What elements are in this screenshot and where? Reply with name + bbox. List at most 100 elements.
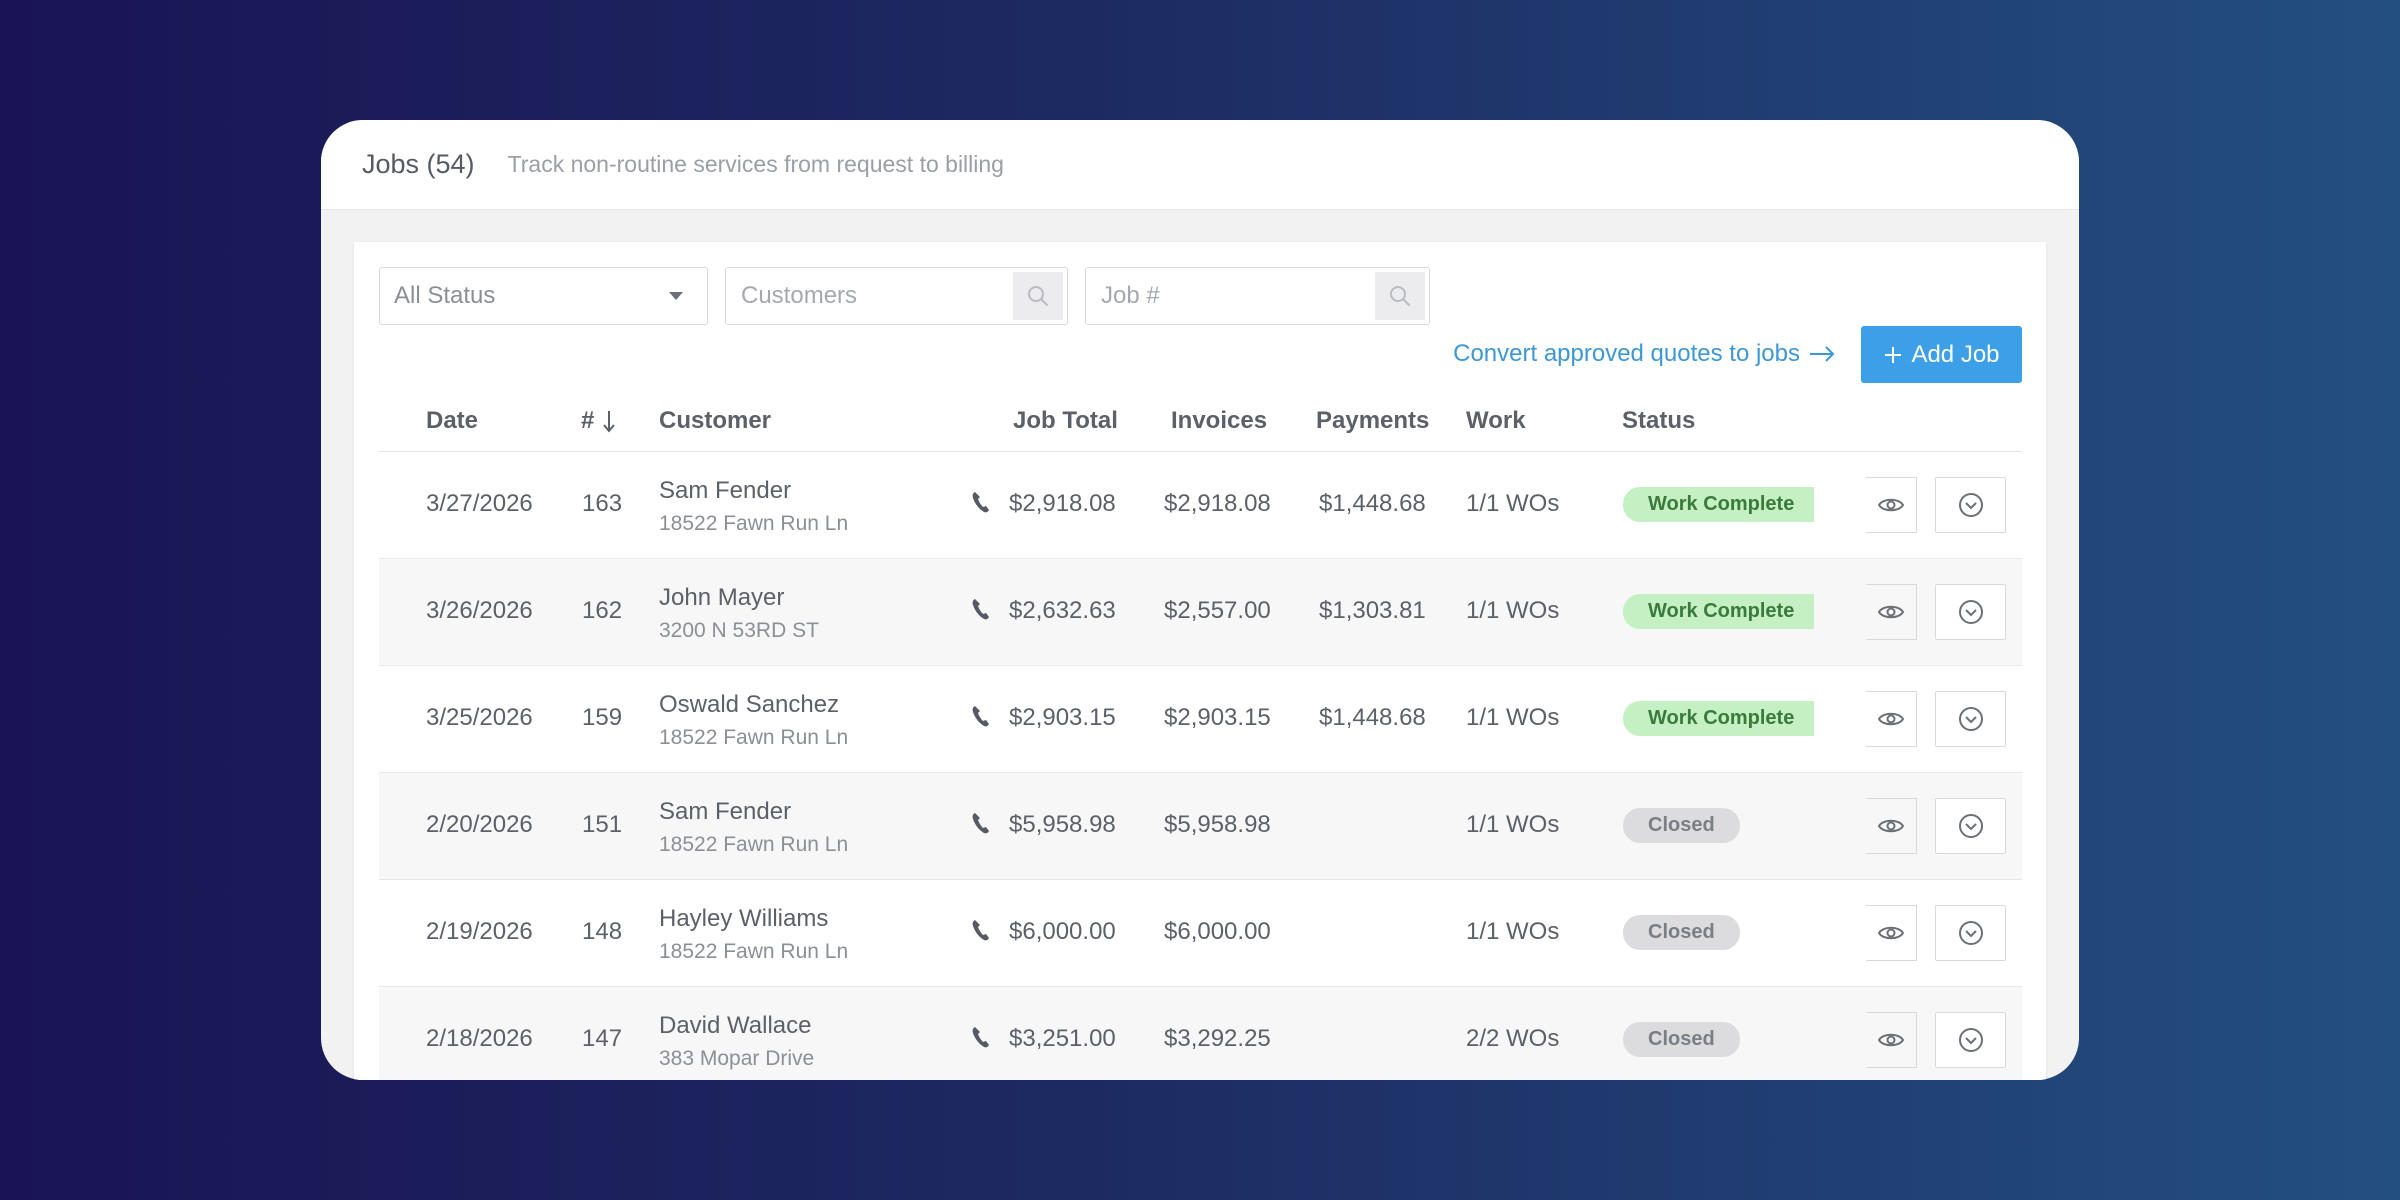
column-customer[interactable]: Customer (659, 407, 772, 434)
row-customer-name[interactable]: John Mayer (659, 584, 785, 611)
row-date: 3/27/2026 (426, 490, 533, 517)
row-job-total: $2,918.08 (1009, 490, 1116, 517)
status-badge: Closed (1623, 808, 1740, 843)
row-customer-address: 18522 Fawn Run Ln (659, 833, 849, 856)
row-customer-address: 18522 Fawn Run Ln (659, 726, 849, 749)
row-number: 151 (582, 811, 623, 838)
row-job-total: $6,000.00 (1009, 918, 1116, 945)
row-invoices: $2,903.15 (1164, 704, 1271, 731)
arrow-right-icon (1810, 346, 1835, 362)
view-job-button[interactable] (1866, 691, 1917, 747)
row-payments: $1,448.68 (1319, 704, 1426, 731)
table-row[interactable]: 2/20/2026 151 Sam Fender 18522 Fawn Run … (379, 773, 2022, 880)
convert-quotes-link[interactable]: Convert approved quotes to jobs (1453, 340, 1836, 368)
table-row[interactable]: 3/25/2026 159 Oswald Sanchez 18522 Fawn … (379, 666, 2022, 773)
row-customer-address: 18522 Fawn Run Ln (659, 512, 849, 535)
column-invoices[interactable]: Invoices (1171, 407, 1268, 434)
column-date[interactable]: Date (426, 407, 479, 434)
arrow-down-icon (603, 411, 616, 433)
phone-icon[interactable] (971, 704, 991, 733)
row-menu-button[interactable] (1935, 1012, 2006, 1068)
table-row[interactable]: 3/27/2026 163 Sam Fender 18522 Fawn Run … (379, 452, 2022, 559)
view-job-button[interactable] (1866, 1012, 1917, 1068)
column-number[interactable]: # (581, 407, 616, 435)
row-customer-name[interactable]: Sam Fender (659, 798, 792, 825)
phone-icon[interactable] (971, 811, 991, 840)
row-customer-address: 18522 Fawn Run Ln (659, 940, 849, 963)
job-number-search[interactable]: Job # (1085, 267, 1430, 325)
view-job-button[interactable] (1866, 584, 1917, 640)
job-number-search-input[interactable]: Job # (1101, 282, 1160, 309)
status-badge: Work Complete (1623, 594, 1815, 629)
row-menu-button[interactable] (1935, 905, 2006, 961)
column-number-label: # (581, 407, 595, 434)
eye-icon (1877, 819, 1905, 833)
customers-search-button[interactable] (1013, 272, 1063, 320)
eye-icon (1877, 605, 1905, 619)
table-header: Date # Customer Job Total Invoices Payme… (379, 385, 2022, 452)
row-invoices: $6,000.00 (1164, 918, 1271, 945)
table-row[interactable]: 3/26/2026 162 John Mayer 3200 N 53RD ST … (379, 559, 2022, 666)
filter-bar: All Status Customers Job # (379, 267, 1430, 325)
column-job-total[interactable]: Job Total (1013, 407, 1118, 434)
customers-search[interactable]: Customers (725, 267, 1068, 325)
convert-quotes-label: Convert approved quotes to jobs (1453, 340, 1800, 367)
jobs-card: Jobs (54) Track non-routine services fro… (321, 120, 2079, 1080)
table-row[interactable]: 2/18/2026 147 David Wallace 383 Mopar Dr… (379, 987, 2022, 1080)
chevron-down-circle-icon (1958, 921, 1983, 945)
row-customer-name[interactable]: Hayley Williams (659, 905, 829, 932)
status-badge: Closed (1623, 915, 1740, 950)
row-number: 148 (582, 918, 623, 945)
phone-icon[interactable] (971, 918, 991, 947)
chevron-down-circle-icon (1958, 600, 1983, 624)
row-work: 1/1 WOs (1466, 597, 1560, 624)
page-subtitle: Track non-routine services from request … (507, 151, 1004, 177)
row-customer-name[interactable]: David Wallace (659, 1012, 812, 1039)
customers-search-input[interactable]: Customers (741, 282, 858, 309)
caret-down-icon (669, 292, 683, 300)
row-menu-button[interactable] (1935, 584, 2006, 640)
row-work: 2/2 WOs (1466, 1025, 1560, 1052)
row-date: 2/18/2026 (426, 1025, 533, 1052)
row-customer-name[interactable]: Oswald Sanchez (659, 691, 840, 718)
row-date: 2/19/2026 (426, 918, 533, 945)
view-job-button[interactable] (1866, 798, 1917, 854)
row-customer-name[interactable]: Sam Fender (659, 477, 792, 504)
job-number-search-button[interactable] (1375, 272, 1425, 320)
page-title: Jobs (54) (362, 149, 475, 179)
chevron-down-circle-icon (1958, 1028, 1983, 1052)
add-job-button[interactable]: Add Job (1861, 326, 2022, 383)
row-number: 163 (582, 490, 623, 517)
phone-icon[interactable] (971, 490, 991, 519)
row-job-total: $3,251.00 (1009, 1025, 1116, 1052)
row-invoices: $3,292.25 (1164, 1025, 1271, 1052)
row-job-total: $2,903.15 (1009, 704, 1116, 731)
eye-icon (1877, 712, 1905, 726)
row-payments: $1,448.68 (1319, 490, 1426, 517)
row-invoices: $2,557.00 (1164, 597, 1271, 624)
row-menu-button[interactable] (1935, 798, 2006, 854)
phone-icon[interactable] (971, 597, 991, 626)
row-date: 2/20/2026 (426, 811, 533, 838)
status-select[interactable]: All Status (379, 267, 708, 325)
row-menu-button[interactable] (1935, 691, 2006, 747)
column-payments[interactable]: Payments (1316, 407, 1430, 434)
column-work[interactable]: Work (1466, 407, 1526, 434)
status-select-value: All Status (394, 282, 496, 309)
row-menu-button[interactable] (1935, 477, 2006, 533)
search-icon (1390, 286, 1410, 306)
row-work: 1/1 WOs (1466, 811, 1560, 838)
view-job-button[interactable] (1866, 905, 1917, 961)
row-customer-address: 383 Mopar Drive (659, 1047, 815, 1070)
search-icon (1028, 286, 1048, 306)
table-row[interactable]: 2/19/2026 148 Hayley Williams 18522 Fawn… (379, 880, 2022, 987)
eye-icon (1877, 498, 1905, 512)
card-header: Jobs (54) Track non-routine services fro… (321, 120, 2079, 210)
row-work: 1/1 WOs (1466, 490, 1560, 517)
view-job-button[interactable] (1866, 477, 1917, 533)
row-invoices: $2,918.08 (1164, 490, 1271, 517)
add-job-label: Add Job (1911, 340, 2000, 368)
column-status[interactable]: Status (1622, 407, 1696, 434)
chevron-down-circle-icon (1958, 814, 1983, 838)
phone-icon[interactable] (971, 1025, 991, 1054)
